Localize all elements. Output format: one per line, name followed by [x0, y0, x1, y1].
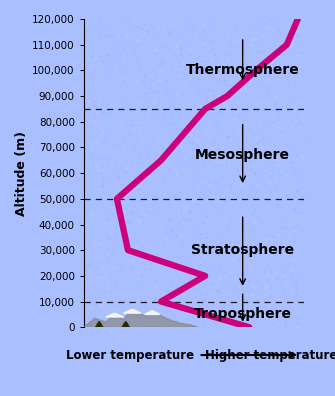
Polygon shape: [106, 313, 124, 317]
Polygon shape: [96, 322, 102, 325]
Polygon shape: [95, 324, 103, 327]
Y-axis label: Altitude (m): Altitude (m): [15, 131, 28, 216]
Polygon shape: [124, 309, 141, 313]
Text: Thermosphere: Thermosphere: [186, 63, 299, 77]
Polygon shape: [123, 322, 128, 325]
Text: Stratosphere: Stratosphere: [191, 243, 294, 257]
Text: Lower temperature: Lower temperature: [66, 348, 194, 362]
Text: Troposphere: Troposphere: [194, 307, 292, 322]
Polygon shape: [144, 310, 160, 314]
Polygon shape: [122, 324, 130, 327]
Polygon shape: [84, 309, 199, 327]
Text: Mesosphere: Mesosphere: [195, 148, 290, 162]
Text: Higher temperature: Higher temperature: [205, 348, 335, 362]
